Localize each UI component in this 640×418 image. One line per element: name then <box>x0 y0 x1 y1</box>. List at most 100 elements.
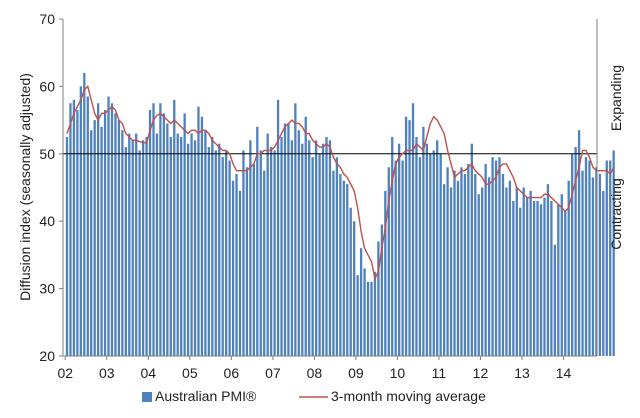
pmi-bar <box>584 157 588 356</box>
x-tick-label: 09 <box>348 365 364 381</box>
pmi-bar <box>474 174 477 356</box>
x-tick-labels: 02 03 04 05 06 07 08 09 10 11 12 13 14 <box>57 365 571 381</box>
pmi-bar <box>311 157 314 356</box>
pmi-bar <box>442 184 446 356</box>
pmi-bar <box>526 197 529 356</box>
pmi-bar <box>612 150 615 356</box>
pmi-bar <box>529 190 532 356</box>
y-tick-labels: 20 30 40 50 60 70 <box>39 11 55 364</box>
y-tick-label: 50 <box>39 146 55 162</box>
pmi-bar <box>308 140 311 356</box>
pmi-bar <box>328 140 332 356</box>
pmi-bar <box>356 275 359 356</box>
pmi-bar <box>197 106 200 357</box>
pmi-bar <box>377 241 380 356</box>
pmi-bar <box>384 190 387 356</box>
pmi-bar <box>280 136 283 356</box>
pmi-bar <box>366 281 370 356</box>
pmi-bar <box>155 133 159 356</box>
pmi-bar <box>318 153 321 356</box>
pmi-bar <box>595 167 598 356</box>
pmi-bar <box>591 177 595 356</box>
pmi-bar <box>564 211 567 356</box>
pmi-bar <box>505 187 508 356</box>
pmi-bar <box>135 133 138 356</box>
pmi-bar <box>204 130 207 356</box>
pmi-bar <box>370 281 373 356</box>
pmi-bar <box>193 140 197 356</box>
pmi-bar <box>169 136 172 356</box>
pmi-bar <box>276 99 280 356</box>
pmi-bar <box>138 150 141 356</box>
pmi-bar <box>235 174 238 356</box>
pmi-bar <box>266 133 269 356</box>
pmi-bar <box>553 244 557 356</box>
x-tick-label: 02 <box>57 365 73 381</box>
legend-bar-label: Australian PMI® <box>155 388 257 404</box>
x-tick-label: 08 <box>307 365 323 381</box>
pmi-bar <box>69 103 72 356</box>
pmi-bar <box>342 180 345 356</box>
pmi-bar <box>581 170 584 356</box>
pmi-bar <box>494 160 498 356</box>
pmi-bar <box>408 120 411 356</box>
pmi-bar <box>446 167 449 356</box>
pmi-bar <box>263 170 266 356</box>
pmi-bar <box>231 180 235 356</box>
pmi-bars <box>65 72 615 357</box>
pmi-bar <box>481 187 484 356</box>
pmi-bar <box>228 160 231 356</box>
pmi-bar <box>394 160 397 356</box>
pmi-bar <box>121 130 124 356</box>
pmi-bar <box>432 150 435 356</box>
x-tick-label: 04 <box>141 365 157 381</box>
pmi-bar <box>439 153 442 356</box>
pmi-bar <box>162 113 166 356</box>
pmi-bar <box>335 157 339 356</box>
pmi-bar <box>287 123 290 356</box>
pmi-bar <box>297 130 300 356</box>
pmi-bar <box>124 147 127 356</box>
pmi-bar <box>456 180 460 356</box>
pmi-bar <box>83 72 86 357</box>
pmi-bar <box>249 140 252 356</box>
pmi-bar <box>550 200 553 356</box>
expanding-annotation: Expanding <box>608 65 624 131</box>
pmi-bar <box>477 194 480 356</box>
pmi-bar <box>145 136 148 356</box>
pmi-bar <box>159 103 162 356</box>
x-tick-label: 07 <box>265 365 281 381</box>
pmi-bar <box>173 99 176 356</box>
pmi-bar <box>353 221 356 356</box>
pmi-bar <box>321 143 325 356</box>
pmi-bar <box>76 109 79 357</box>
legend-line-label: 3-month moving average <box>331 388 486 404</box>
pmi-bar <box>301 143 304 356</box>
pmi-bar <box>273 150 276 356</box>
pmi-bar <box>65 136 69 356</box>
pmi-bar <box>131 140 134 356</box>
pmi-bar <box>152 103 155 356</box>
pmi-bar <box>128 133 131 356</box>
x-tick-label: 12 <box>473 365 489 381</box>
pmi-bar <box>294 103 297 356</box>
pmi-bar <box>567 180 570 356</box>
pmi-bar <box>401 160 404 356</box>
pmi-bar <box>166 123 169 356</box>
pmi-bar <box>117 120 121 356</box>
y-tick-label: 60 <box>39 78 55 94</box>
pmi-bar <box>491 157 494 356</box>
pmi-bar <box>598 174 601 356</box>
pmi-bar <box>411 103 415 356</box>
y-tick-label: 70 <box>39 11 55 27</box>
x-tick-label: 06 <box>224 365 240 381</box>
pmi-bar <box>252 163 255 356</box>
pmi-bar <box>522 187 525 356</box>
pmi-bar <box>96 103 100 356</box>
pmi-bar <box>574 147 577 356</box>
pmi-bar <box>359 248 363 356</box>
pmi-bar <box>512 200 515 356</box>
pmi-bar <box>256 126 259 356</box>
x-tick-label: 03 <box>99 365 115 381</box>
pmi-bar <box>314 140 318 356</box>
